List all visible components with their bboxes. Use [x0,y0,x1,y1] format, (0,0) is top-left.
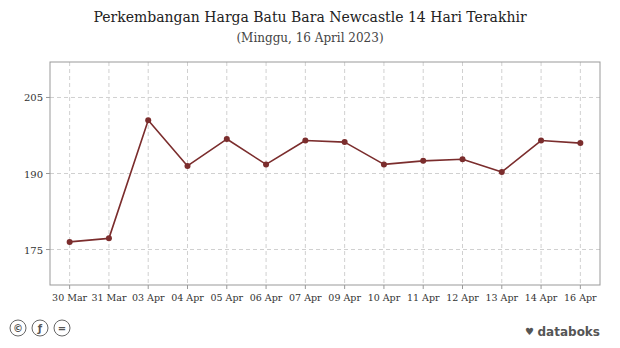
grid-line-x [187,62,188,285]
x-tick-label: 14 Apr [525,292,558,303]
grid-line-x [226,62,227,285]
y-tick [46,173,50,174]
y-tick [46,249,50,250]
marker [381,161,387,167]
x-tick-label: 30 Mar [52,292,87,303]
grid-line-y [50,97,600,98]
x-tick-label: 31 Mar [91,292,126,303]
y-tick [46,97,50,98]
marker [263,161,269,167]
marker [538,138,544,144]
x-tick [108,285,109,289]
grid-line-x [69,62,70,285]
grid-line-y [50,173,600,174]
x-tick [266,285,267,289]
licence-symbol: = [58,323,66,334]
marker [460,156,466,162]
x-tick-label: 07 Apr [289,292,322,303]
x-tick-label: 05 Apr [210,292,243,303]
x-tick [462,285,463,289]
plot-frame [50,62,600,285]
marker [420,158,426,164]
marker [577,140,583,146]
x-tick [423,285,424,289]
x-axis: 30 Mar 31 Mar 03 Apr 04 Apr 05 Apr 06 Apr 07 A… [52,285,597,303]
x-tick [187,285,188,289]
licence-icon [32,320,48,336]
marker [106,235,112,241]
logo-icon: ♥ [525,326,534,337]
grid-line-x [423,62,424,285]
source-logo: databoks [538,325,600,339]
x-tick [383,285,384,289]
marker [145,117,151,123]
x-tick-label: 11 Apr [407,292,440,303]
x-tick-label: 12 Apr [446,292,479,303]
y-tick-label: 175 [24,245,43,256]
grid-line-x [383,62,384,285]
grid-line-x [148,62,149,285]
marker [302,138,308,144]
grid-line-x [266,62,267,285]
x-tick [226,285,227,289]
title: Perkembangan Harga Batu Bara Newcastle 1… [93,9,526,25]
plot-area [67,117,584,245]
grid-line-y [50,249,600,250]
chart: Perkembangan Harga Batu Bara Newcastle 1… [0,0,620,348]
grid [50,62,600,285]
x-tick-label: 03 Apr [132,292,165,303]
x-tick-label: 09 Apr [328,292,361,303]
grid-line-x [462,62,463,285]
x-tick [344,285,345,289]
grid-line-x [344,62,345,285]
grid-line-x [108,62,109,285]
grid-line-x [580,62,581,285]
subtitle: (Minggu, 16 April 2023) [236,31,383,45]
annotations: databoks ♥ © ƒ = [10,320,600,339]
x-tick [148,285,149,289]
x-tick-label: 04 Apr [171,292,204,303]
marker [185,163,191,169]
licence-symbol: ƒ [37,323,43,334]
x-tick-label: 10 Apr [368,292,401,303]
marker [342,139,348,145]
x-tick [580,285,581,289]
licence-icon [54,320,70,336]
licence-symbol: © [13,323,23,334]
grid-line-x [541,62,542,285]
x-tick-label: 06 Apr [250,292,283,303]
licence-icon [10,320,26,336]
x-tick [305,285,306,289]
chart-container: Perkembangan Harga Batu Bara Newcastle 1… [0,0,620,348]
line [70,120,581,242]
y-tick-label: 205 [24,92,43,103]
x-tick-label: 13 Apr [485,292,518,303]
marker [67,239,73,245]
marker [499,169,505,175]
x-tick [501,285,502,289]
grid-line-x [305,62,306,285]
x-tick [69,285,70,289]
y-axis: 175 190 205 [24,92,50,255]
x-tick-label: 16 Apr [564,292,597,303]
x-tick [541,285,542,289]
y-tick-label: 190 [24,169,43,180]
marker [224,136,230,142]
